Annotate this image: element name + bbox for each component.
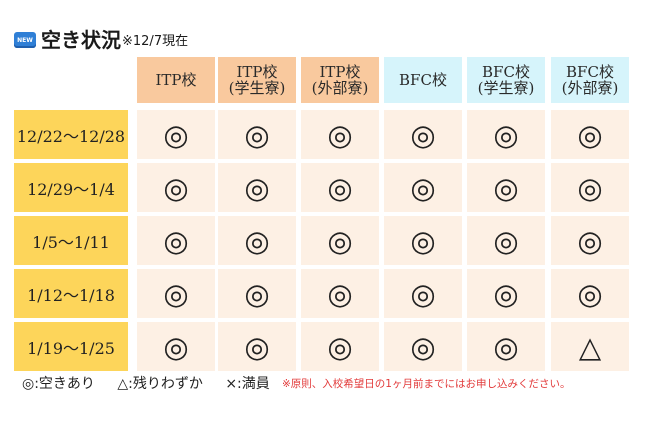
availability-mark: ◎ xyxy=(577,170,603,205)
availability-mark: ◎ xyxy=(577,117,603,152)
availability-mark: ◎ xyxy=(163,170,189,205)
row-label: 1/12〜1/18 xyxy=(14,269,128,318)
availability-mark: △ xyxy=(578,329,602,364)
availability-cell: ◎ xyxy=(218,216,296,265)
column-header-line2: (外部寮) xyxy=(311,79,369,97)
availability-cell: ◎ xyxy=(467,322,545,371)
column-header-line1: ITP校 xyxy=(155,71,197,89)
availability-mark: ◎ xyxy=(327,329,353,364)
availability-mark: ◎ xyxy=(327,117,353,152)
availability-mark: ◎ xyxy=(410,117,436,152)
availability-mark: ◎ xyxy=(410,223,436,258)
availability-cell: ◎ xyxy=(551,269,629,318)
availability-cell: ◎ xyxy=(137,269,215,318)
availability-cell: ◎ xyxy=(467,110,545,159)
availability-cell: ◎ xyxy=(551,110,629,159)
column-header-line1: BFC校 xyxy=(566,63,614,81)
column-header-line1: BFC校 xyxy=(399,71,447,89)
column-header-line2: (学生寮) xyxy=(477,79,535,97)
page-title: 空き状況 xyxy=(41,28,121,52)
availability-cell: ◎ xyxy=(137,163,215,212)
availability-cell: ◎ xyxy=(467,269,545,318)
availability-mark: ◎ xyxy=(244,223,270,258)
availability-mark: ◎ xyxy=(327,276,353,311)
availability-mark: ◎ xyxy=(163,329,189,364)
availability-cell: ◎ xyxy=(137,322,215,371)
availability-cell: ◎ xyxy=(218,163,296,212)
availability-mark: ◎ xyxy=(327,223,353,258)
column-header-line1: ITP校 xyxy=(236,63,278,81)
availability-mark: ◎ xyxy=(577,223,603,258)
column-header-line1: BFC校 xyxy=(482,63,530,81)
availability-cell: ◎ xyxy=(301,322,379,371)
availability-cell: ◎ xyxy=(301,110,379,159)
availability-mark: ◎ xyxy=(244,170,270,205)
availability-cell: ◎ xyxy=(551,216,629,265)
column-header-line2: (外部寮) xyxy=(561,79,619,97)
row-label: 12/22〜12/28 xyxy=(14,110,128,159)
row-label: 12/29〜1/4 xyxy=(14,163,128,212)
availability-cell: ◎ xyxy=(301,163,379,212)
availability-mark: ◎ xyxy=(244,276,270,311)
availability-cell: ◎ xyxy=(467,163,545,212)
column-header-6: BFC校 (外部寮) xyxy=(551,57,629,103)
page-title-row: NEW 空き状況 ※12/7現在 xyxy=(14,26,188,52)
availability-mark: ◎ xyxy=(493,223,519,258)
availability-cell: ◎ xyxy=(301,216,379,265)
availability-cell: ◎ xyxy=(551,163,629,212)
availability-mark: ◎ xyxy=(163,117,189,152)
as-of-date: ※12/7現在 xyxy=(122,34,189,49)
availability-cell: ◎ xyxy=(384,216,462,265)
column-header-line2: (学生寮) xyxy=(228,79,286,97)
column-header-2: ITP校 (学生寮) xyxy=(218,57,296,103)
availability-cell: ◎ xyxy=(218,269,296,318)
availability-mark: ◎ xyxy=(493,117,519,152)
availability-cell: ◎ xyxy=(384,163,462,212)
availability-mark: ◎ xyxy=(244,117,270,152)
availability-mark: ◎ xyxy=(244,329,270,364)
availability-cell: ◎ xyxy=(137,110,215,159)
availability-mark: ◎ xyxy=(493,170,519,205)
availability-mark: ◎ xyxy=(327,170,353,205)
availability-mark: ◎ xyxy=(493,276,519,311)
column-header-4: BFC校 xyxy=(384,57,462,103)
availability-mark: ◎ xyxy=(577,276,603,311)
column-header-3: ITP校 (外部寮) xyxy=(301,57,379,103)
availability-mark: ◎ xyxy=(410,170,436,205)
legend-available: ◎:空きあり xyxy=(22,376,95,392)
availability-mark: ◎ xyxy=(163,276,189,311)
legend-full: ×:満員 xyxy=(225,376,270,392)
column-header-1: ITP校 xyxy=(137,57,215,103)
legend: ◎:空きあり △:残りわずか ×:満員 xyxy=(22,373,288,393)
availability-cell: △ xyxy=(551,322,629,371)
row-label: 1/5〜1/11 xyxy=(14,216,128,265)
availability-cell: ◎ xyxy=(384,269,462,318)
availability-cell: ◎ xyxy=(218,110,296,159)
column-header-5: BFC校 (学生寮) xyxy=(467,57,545,103)
availability-mark: ◎ xyxy=(410,329,436,364)
legend-few-left: △:残りわずか xyxy=(117,376,203,392)
availability-cell: ◎ xyxy=(384,322,462,371)
application-note: ※原則、入校希望日の1ヶ月前までにはお申し込みください。 xyxy=(282,378,571,390)
row-label: 1/19〜1/25 xyxy=(14,322,128,371)
availability-mark: ◎ xyxy=(493,329,519,364)
availability-cell: ◎ xyxy=(301,269,379,318)
availability-mark: ◎ xyxy=(163,223,189,258)
availability-mark: ◎ xyxy=(410,276,436,311)
column-header-line1: ITP校 xyxy=(319,63,361,81)
availability-cell: ◎ xyxy=(218,322,296,371)
availability-cell: ◎ xyxy=(467,216,545,265)
availability-cell: ◎ xyxy=(384,110,462,159)
availability-cell: ◎ xyxy=(137,216,215,265)
new-badge-icon: NEW xyxy=(14,32,36,48)
